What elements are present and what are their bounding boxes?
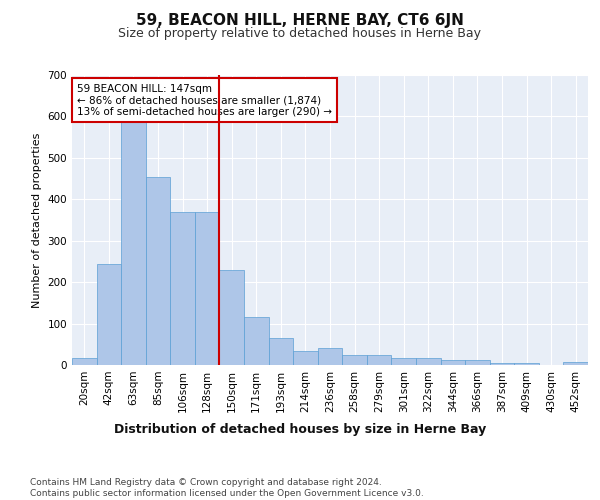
Text: 59, BEACON HILL, HERNE BAY, CT6 6JN: 59, BEACON HILL, HERNE BAY, CT6 6JN <box>136 12 464 28</box>
Bar <box>195 212 220 365</box>
Bar <box>465 360 490 365</box>
Bar <box>170 212 195 365</box>
Text: Size of property relative to detached houses in Herne Bay: Size of property relative to detached ho… <box>119 28 482 40</box>
Text: Contains HM Land Registry data © Crown copyright and database right 2024.
Contai: Contains HM Land Registry data © Crown c… <box>30 478 424 498</box>
Bar <box>440 360 465 365</box>
Bar <box>514 363 539 365</box>
Bar <box>146 176 170 365</box>
Bar <box>342 354 367 365</box>
Bar <box>72 358 97 365</box>
Bar <box>97 264 121 365</box>
Text: Distribution of detached houses by size in Herne Bay: Distribution of detached houses by size … <box>114 422 486 436</box>
Bar <box>269 338 293 365</box>
Bar <box>244 318 269 365</box>
Bar <box>318 348 342 365</box>
Bar <box>416 358 440 365</box>
Bar <box>391 358 416 365</box>
Bar <box>367 354 391 365</box>
Bar <box>220 270 244 365</box>
Bar <box>490 363 514 365</box>
Bar <box>121 104 146 365</box>
Y-axis label: Number of detached properties: Number of detached properties <box>32 132 42 308</box>
Bar <box>293 350 318 365</box>
Text: 59 BEACON HILL: 147sqm
← 86% of detached houses are smaller (1,874)
13% of semi-: 59 BEACON HILL: 147sqm ← 86% of detached… <box>77 84 332 117</box>
Bar <box>563 362 588 365</box>
